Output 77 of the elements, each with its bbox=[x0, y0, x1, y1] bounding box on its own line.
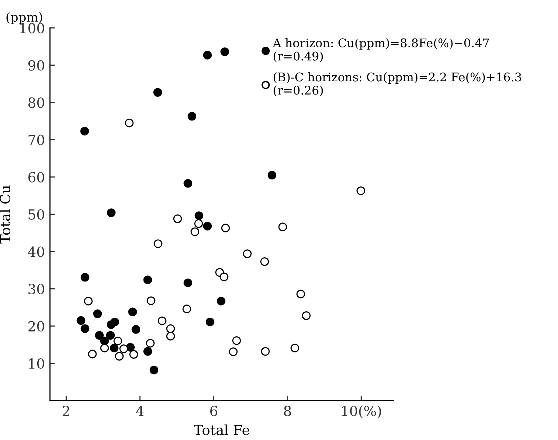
point bbox=[302, 311, 311, 320]
point bbox=[173, 214, 182, 224]
legend-label: A horizon: Cu(ppm)=8.8Fe(%)−0.47 (r=0.49) bbox=[272, 38, 490, 62]
x-tick-label: 6 bbox=[210, 406, 218, 416]
point bbox=[188, 112, 197, 121]
point bbox=[182, 304, 192, 314]
point bbox=[278, 222, 288, 232]
x-axis-title: Total Fe bbox=[194, 424, 250, 436]
point bbox=[128, 308, 138, 317]
x-tick-label: 2 bbox=[62, 406, 70, 416]
point bbox=[80, 273, 90, 282]
y-tick-label: 100 bbox=[20, 23, 44, 34]
point bbox=[356, 186, 366, 196]
point bbox=[76, 316, 86, 326]
point bbox=[290, 344, 300, 353]
y-tick-label: 70 bbox=[28, 134, 44, 146]
point bbox=[220, 272, 229, 282]
y-tick-label: 30 bbox=[28, 284, 44, 295]
point bbox=[95, 331, 104, 340]
y-axis-title: Total Cu bbox=[0, 186, 11, 244]
point bbox=[120, 344, 128, 354]
point bbox=[130, 350, 138, 359]
text: (ppm) bbox=[6, 12, 42, 24]
x-tick-label: 4 bbox=[136, 406, 144, 416]
point bbox=[203, 222, 212, 231]
point bbox=[194, 212, 204, 220]
y-tick-label: 50 bbox=[28, 209, 44, 220]
point bbox=[158, 316, 167, 326]
point bbox=[110, 344, 119, 353]
point bbox=[93, 310, 102, 318]
legend-label: (B)-C horizons: Cu(ppm)=2.2 Fe(%)+16.3 (r=0.26) bbox=[274, 72, 522, 97]
y-tick-label: 60 bbox=[28, 172, 44, 183]
point bbox=[107, 320, 116, 330]
point bbox=[106, 331, 116, 340]
point bbox=[203, 50, 212, 60]
point bbox=[80, 127, 90, 136]
point bbox=[296, 290, 306, 299]
point bbox=[166, 324, 176, 334]
point bbox=[206, 318, 215, 327]
point bbox=[221, 224, 230, 233]
point bbox=[216, 296, 226, 306]
point bbox=[154, 88, 162, 98]
point bbox=[115, 352, 124, 361]
point bbox=[146, 296, 156, 306]
point bbox=[190, 228, 200, 236]
y-tick-label: 90 bbox=[28, 60, 44, 71]
point bbox=[88, 350, 98, 359]
point bbox=[154, 240, 163, 248]
point bbox=[144, 276, 152, 284]
point bbox=[144, 347, 152, 356]
x-tick-label: 10(%) bbox=[342, 406, 382, 418]
y-tick-label: 80 bbox=[28, 98, 44, 108]
y-tick-label: 40 bbox=[28, 246, 44, 258]
point bbox=[243, 250, 252, 258]
point bbox=[194, 219, 204, 228]
x-tick-label: 8 bbox=[284, 406, 292, 416]
point bbox=[80, 324, 90, 334]
point bbox=[107, 208, 116, 218]
point bbox=[232, 336, 242, 346]
point bbox=[220, 48, 230, 56]
point bbox=[150, 366, 159, 375]
point bbox=[166, 332, 176, 341]
point bbox=[268, 170, 277, 180]
point bbox=[114, 336, 122, 346]
point bbox=[84, 296, 93, 306]
point bbox=[146, 339, 155, 348]
y-tick-label: 20 bbox=[28, 321, 44, 332]
y-tick-label: 10 bbox=[29, 358, 44, 370]
point bbox=[260, 257, 270, 266]
point bbox=[261, 347, 270, 356]
point bbox=[184, 278, 193, 288]
point bbox=[132, 325, 141, 334]
point bbox=[100, 344, 110, 353]
point bbox=[125, 118, 134, 128]
point bbox=[184, 179, 193, 188]
point bbox=[100, 336, 110, 346]
point bbox=[229, 348, 238, 356]
